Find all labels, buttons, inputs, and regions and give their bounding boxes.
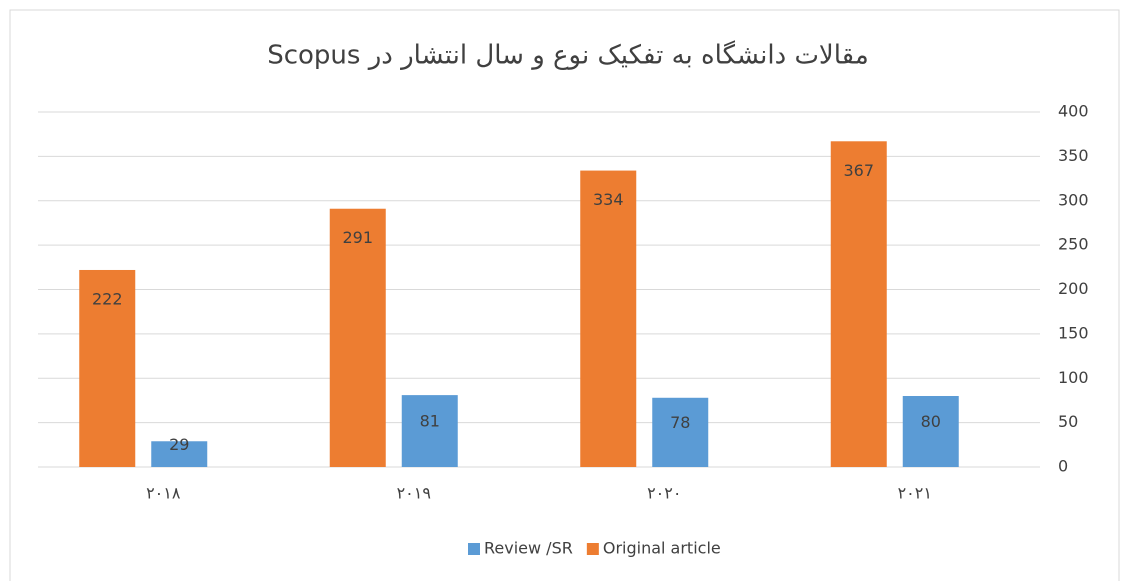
bar [652,397,709,467]
y-tick-label: 150 [1058,323,1089,342]
legend-swatch [586,543,599,555]
y-tick-label: 200 [1058,279,1089,298]
y-tick-label: 50 [1058,412,1078,431]
bar [79,269,136,467]
bar [830,141,887,467]
x-tick-label: ۲۰۱۹ [397,484,431,503]
x-tick-label: ۲۰۲۰ [647,484,681,503]
bar [580,170,637,467]
legend-label: Review /SR [484,539,573,558]
y-tick-label: 300 [1058,190,1089,209]
data-label: 222 [92,289,123,308]
y-tick-label: 350 [1058,146,1089,165]
data-label: 334 [593,190,624,209]
y-tick-label: 0 [1058,457,1068,476]
bar [401,395,458,467]
legend-swatch [468,543,480,555]
bar [902,396,959,467]
y-tick-label: 400 [1058,102,1089,121]
data-label: 291 [342,228,373,247]
data-label: 29 [169,435,189,454]
chart-frame [9,9,1120,581]
legend-label: Original article [603,539,721,558]
x-tick-label: ۲۰۲۱ [898,484,932,503]
data-label: 81 [420,412,440,431]
x-tick-label: ۲۰۱۸ [146,484,181,503]
data-label: 78 [670,413,690,432]
data-label: 80 [921,412,941,431]
chart-title: مقالات دانشگاه به تفکیک نوع و سال انتشار… [267,40,869,71]
y-tick-label: 100 [1058,368,1089,387]
bar [151,441,208,467]
data-label: 367 [843,161,874,180]
y-tick-label: 250 [1058,235,1089,254]
bar [329,208,386,468]
